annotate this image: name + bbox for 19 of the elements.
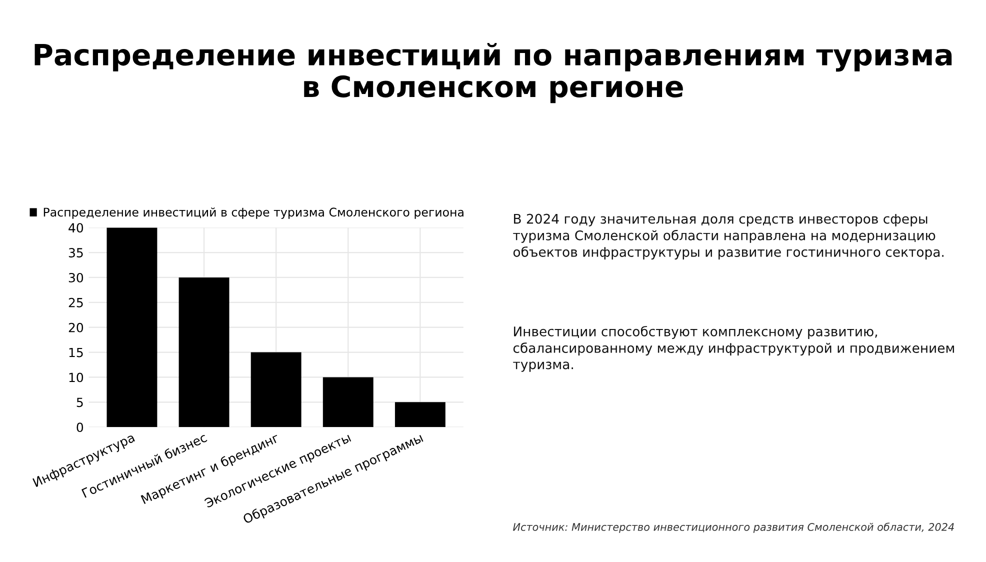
- y-tick-label: 35: [68, 248, 83, 258]
- legend-label: Распределение инвестиций в сфере туризма Смоленского региона: [44, 208, 464, 219]
- bar: [250, 352, 302, 428]
- bar: [106, 228, 158, 428]
- y-tick-label: 40: [68, 223, 84, 233]
- y-tick-label: 30: [68, 272, 84, 282]
- y-tick-label: 15: [69, 348, 83, 358]
- bar: [322, 377, 374, 428]
- text: Инвестиции способствуют комплексному развитию, сбалансированному между инфраструктурой и продвижением туризма.: [513, 326, 954, 372]
- y-tick-label: 25: [68, 298, 83, 308]
- y-tick-label: 20: [68, 322, 84, 332]
- text: Источник: Министерство инвестиционного развития Смоленской области, 2024: [513, 522, 954, 533]
- bar: [178, 277, 230, 428]
- y-tick-label: 10: [69, 372, 84, 382]
- y-tick-label: 5: [76, 398, 83, 408]
- bar: [394, 402, 446, 428]
- chart-title: Распределение инвестиций по направлениям туризма в Смоленском регионе: [34, 42, 952, 104]
- y-tick-label: 0: [76, 422, 84, 432]
- text: В 2024 году значительная доля средств инвесторов сферы туризма Смоленской области направлена на модернизацию объектов инфраструктуры и развитие гостиничного сектора.: [513, 214, 944, 260]
